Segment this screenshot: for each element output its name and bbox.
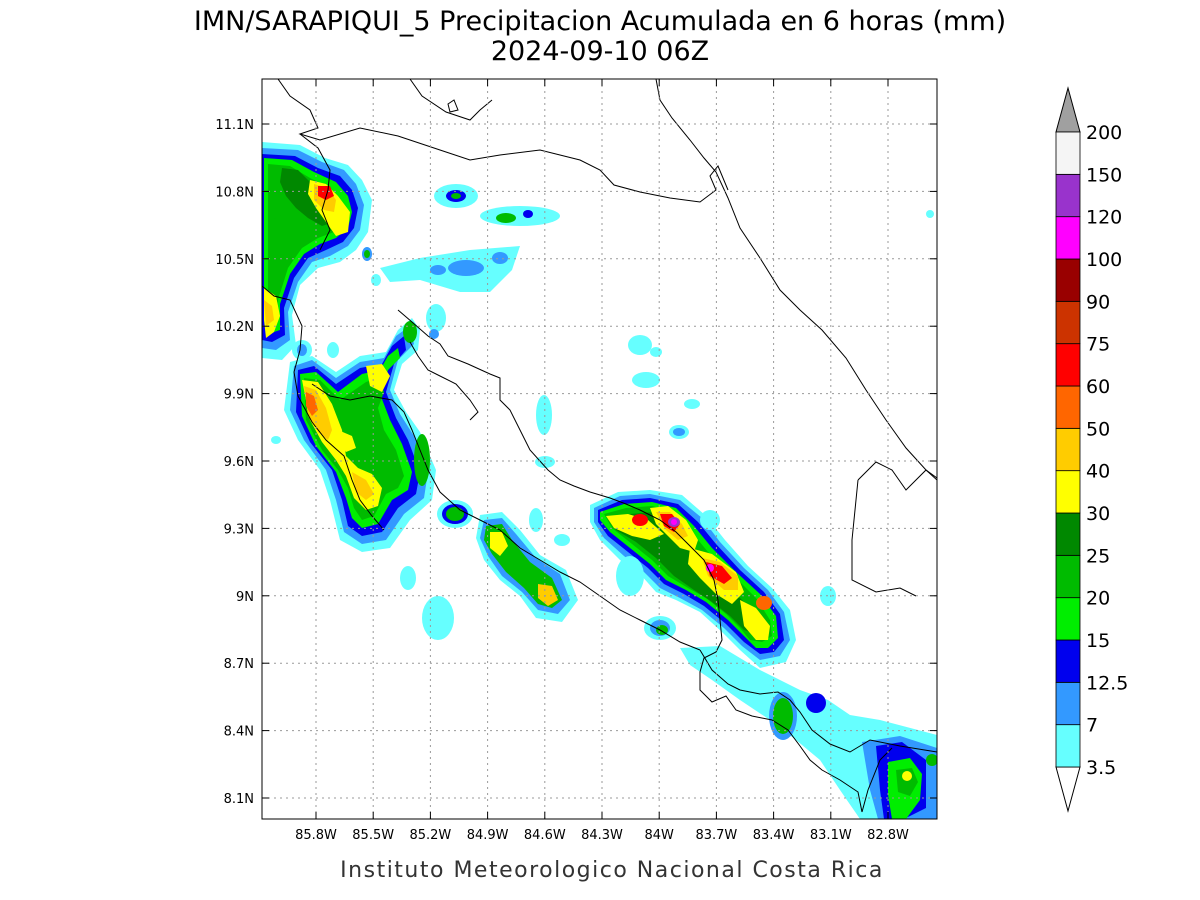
- northern-border: [299, 133, 331, 251]
- x-tick-label: 82.8W: [867, 828, 909, 843]
- y-tick-label: 9.6N: [224, 455, 254, 470]
- x-axis: 85.8W 85.5W 85.2W 84.9W 84.6W 84.3W 84W 83.7W 83…: [295, 79, 909, 843]
- solentiname-island: [447, 99, 459, 113]
- y-axis: 11.1N 10.8N 10.5N 10.2N 9.9N 9.6N 9.3N 9N 8.7N 8.…: [215, 118, 937, 807]
- pacific-coast-nicoya: [262, 285, 385, 531]
- y-tick-label: 8.7N: [224, 657, 254, 672]
- colorbar-level-label: 60: [1086, 376, 1110, 398]
- rain-cell-talamanca: [590, 490, 796, 668]
- y-tick-label: 9.3N: [224, 522, 254, 537]
- colorbar-swatch: [1055, 639, 1081, 683]
- colorbar-level-label: 3.5: [1086, 757, 1116, 779]
- colorbar-swatch: [1055, 343, 1081, 387]
- footer-credit: Instituto Meteorologico Nacional Costa R…: [340, 858, 884, 883]
- colorbar-level-label: 20: [1086, 588, 1110, 610]
- colorbar-swatch: [1055, 131, 1081, 175]
- colorbar-swatch: [1055, 597, 1081, 641]
- colorbar-swatch: [1055, 554, 1081, 599]
- y-tick-label: 9N: [236, 590, 254, 605]
- colorbar-level-label: 200: [1086, 122, 1122, 144]
- colorbar-level-label: 90: [1086, 291, 1110, 313]
- x-tick-label: 84.3W: [581, 828, 623, 843]
- colorbar-swatch: [1055, 681, 1081, 726]
- caribbean-coast: [655, 79, 937, 479]
- lake-nicaragua-south: [409, 79, 493, 121]
- rain-scattered-cells: [271, 184, 934, 640]
- colorbar-level-label: 12.5: [1086, 672, 1128, 694]
- map-datetime: 2024-09-10 06Z: [491, 36, 709, 67]
- colorbar-level-label: 75: [1086, 334, 1110, 356]
- rain-cell-nicoya: [284, 318, 436, 552]
- colorbar-level-label: 100: [1086, 249, 1122, 271]
- y-tick-label: 8.4N: [224, 725, 254, 740]
- x-tick-label: 84.9W: [467, 828, 509, 843]
- colorbar-swatch: [1055, 724, 1081, 768]
- x-tick-label: 84.6W: [524, 828, 566, 843]
- coastline-border-lines: [262, 79, 937, 813]
- colorbar-level-label: 25: [1086, 545, 1110, 567]
- osa-peninsula: [699, 649, 937, 753]
- burica-coast: [861, 747, 893, 813]
- y-tick-label: 11.1N: [215, 118, 254, 133]
- y-tick-label: 10.8N: [215, 185, 254, 200]
- colorbar-swatch: [1055, 216, 1081, 260]
- x-tick-label: 85.2W: [409, 828, 451, 843]
- colorbar-level-label: 120: [1086, 207, 1122, 229]
- colorbar-level-label: 7: [1086, 715, 1098, 737]
- colorbar-swatch: [1055, 470, 1081, 514]
- y-tick-label: 8.1N: [224, 792, 254, 807]
- colorbar-under-arrow: [1055, 766, 1081, 813]
- colorbar-level-label: 40: [1086, 461, 1110, 483]
- x-tick-label: 83.1W: [810, 828, 852, 843]
- colorbar-over-arrow: [1055, 86, 1081, 133]
- colorbar: 3.5 7 12.5 15 20 25 30 40 50 60 75 90 100 120 150 200: [1055, 86, 1128, 813]
- tempisque-inlet: [409, 341, 479, 421]
- colorbar-swatch: [1055, 512, 1081, 556]
- colorbar-level-label: 15: [1086, 630, 1110, 652]
- colorbar-swatch: [1055, 300, 1081, 345]
- x-tick-label: 85.8W: [295, 828, 337, 843]
- colorbar-swatch: [1055, 258, 1081, 302]
- y-tick-label: 10.5N: [215, 253, 254, 268]
- map-plot-area: 85.8W 85.5W 85.2W 84.9W 84.6W 84.3W 84W 83.7W 83…: [215, 78, 938, 843]
- precipitation-field: [262, 142, 937, 819]
- gulf-of-nicoya: [397, 309, 863, 813]
- y-tick-label: 9.9N: [224, 388, 254, 403]
- nicoya-peninsula: [311, 383, 701, 651]
- rain-cell-pacific-coast: [437, 500, 578, 622]
- x-tick-label: 83.7W: [695, 828, 737, 843]
- y-tick-label: 10.2N: [215, 320, 254, 335]
- costa-rica-panama-border: [851, 479, 917, 597]
- x-tick-label: 85.5W: [352, 828, 394, 843]
- panama-border: [857, 461, 937, 491]
- map-title: IMN/SARAPIQUI_5 Precipitacion Acumulada …: [194, 6, 1006, 37]
- map-frame: [261, 78, 938, 820]
- nicaragua-lake-shore: [277, 79, 729, 203]
- x-tick-label: 83.4W: [753, 828, 795, 843]
- x-tick-label: 84W: [644, 828, 674, 843]
- colorbar-swatch: [1055, 427, 1081, 472]
- colorbar-level-label: 30: [1086, 503, 1110, 525]
- colorbar-level-label: 150: [1086, 164, 1122, 186]
- colorbar-swatch: [1055, 173, 1081, 218]
- map-grid: [262, 79, 937, 819]
- colorbar-swatch: [1055, 385, 1081, 429]
- colorbar-level-label: 50: [1086, 418, 1110, 440]
